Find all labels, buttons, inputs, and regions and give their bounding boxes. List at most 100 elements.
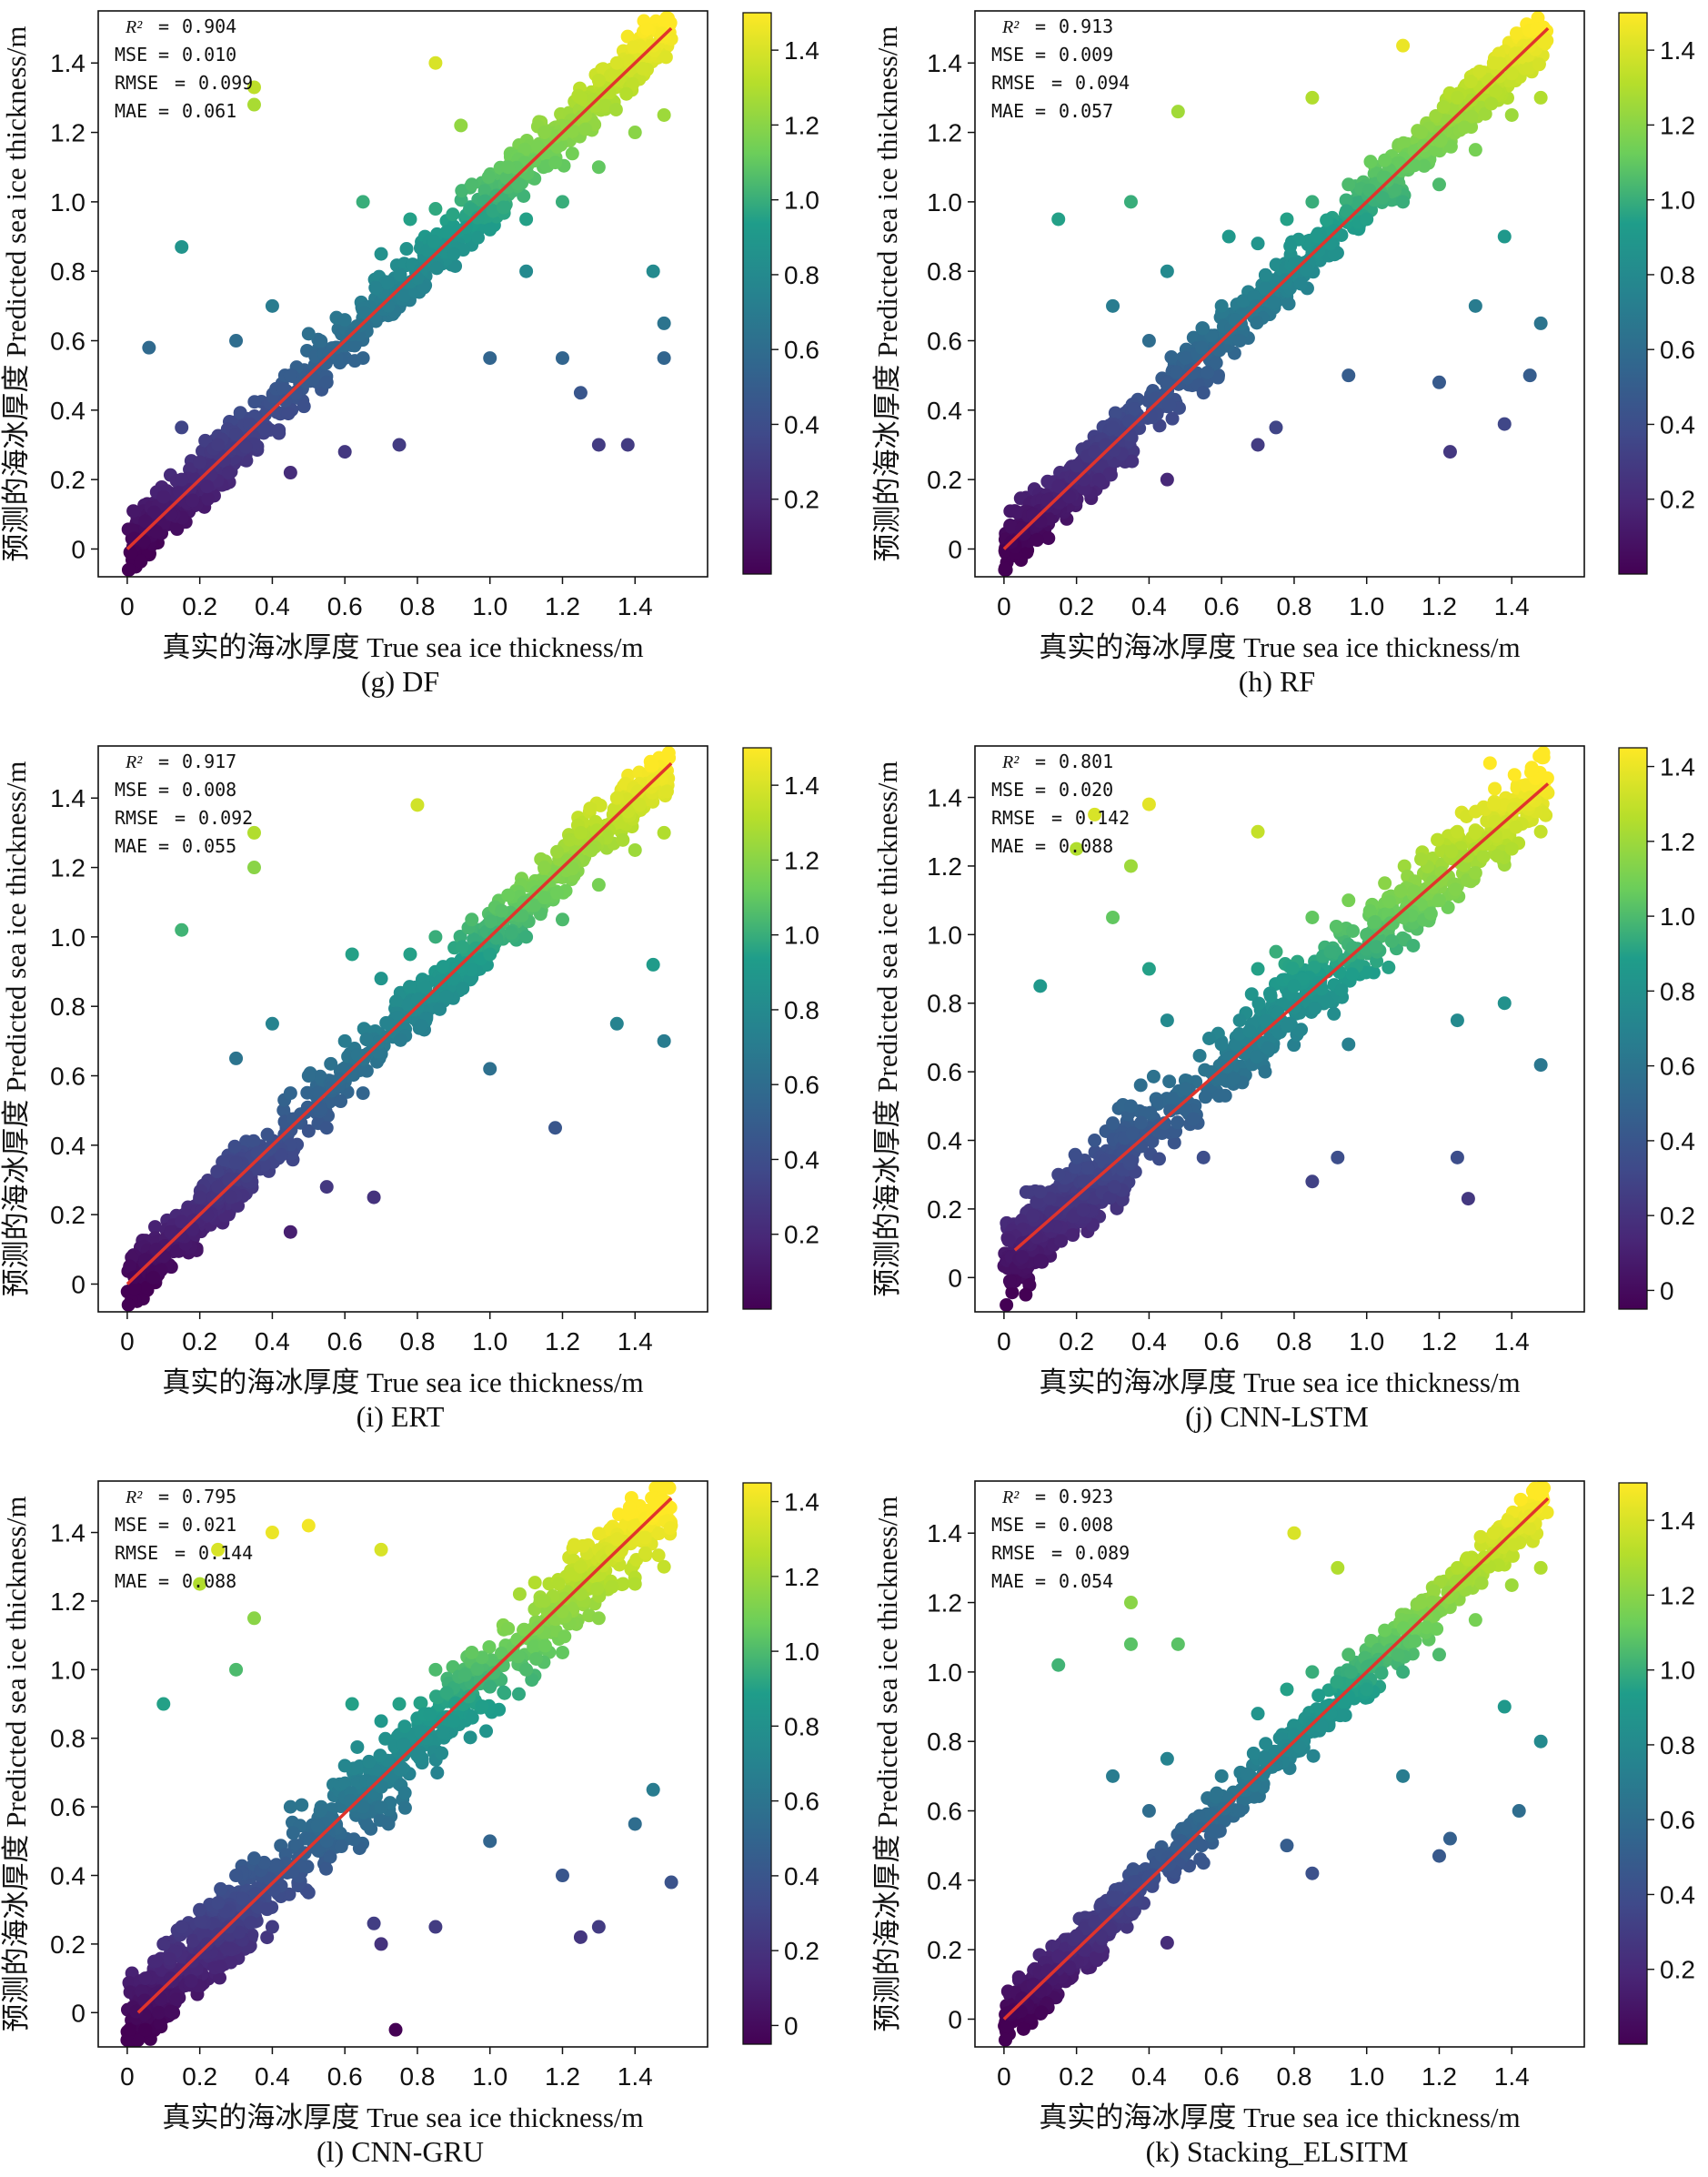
scatter-point <box>334 1094 348 1109</box>
scatter-point <box>1305 195 1320 209</box>
r2-equals: = <box>1035 15 1046 37</box>
scatter-point <box>359 1033 374 1047</box>
scatter-point <box>1165 1092 1180 1106</box>
scatter-point <box>1209 356 1223 370</box>
scatter-point <box>229 1051 244 1065</box>
scatter-point <box>1164 350 1179 365</box>
scatter-point <box>1484 96 1499 111</box>
mse-value: 0.009 <box>1059 44 1113 66</box>
mae-value: 0.055 <box>182 835 236 857</box>
scatter-point <box>1106 298 1120 313</box>
scatter-point <box>583 801 598 816</box>
scatter-point <box>555 912 569 927</box>
scatter-point <box>1088 1134 1102 1148</box>
scatter-point <box>1194 340 1209 355</box>
scatter-point <box>646 264 660 278</box>
scatter-point <box>573 90 588 105</box>
scatter-point <box>229 334 244 348</box>
x-tick-label: 1.2 <box>1422 592 1457 620</box>
scatter-point <box>1165 411 1180 426</box>
y-tick-label: 0.6 <box>927 1058 962 1086</box>
x-axis-title: 真实的海冰厚度 True sea ice thickness/m <box>1039 1366 1520 1398</box>
scatter-point <box>1497 229 1512 244</box>
y-axis-title: 预测的海冰厚度 Predicted sea ice thickness/m <box>0 761 32 1297</box>
scatter-point <box>229 1155 244 1170</box>
scatter-point <box>587 93 601 107</box>
scatter-point <box>620 29 635 44</box>
r2-value: 0.917 <box>182 751 236 772</box>
scatter-point <box>265 298 279 313</box>
scatter-point <box>193 1190 207 1204</box>
scatter-point <box>210 1164 225 1179</box>
scatter-point <box>1019 1287 1033 1302</box>
scatter-point <box>301 327 316 341</box>
scatter-point <box>1033 979 1048 993</box>
scatter-panel-df: 0 0.2 0.4 0.6 0.8 1.0 1.2 1.400.20.40.60.81.01.… <box>0 10 819 698</box>
y-axis-title: 预测的海冰厚度 Predicted sea ice thickness/m <box>871 26 903 562</box>
scatter-point <box>1482 756 1497 771</box>
scatter-point <box>283 1225 297 1239</box>
y-tick-label: 0 <box>71 535 85 563</box>
scatter-point <box>1033 1253 1048 1267</box>
x-axis-title: 真实的海冰厚度 True sea ice thickness/m <box>1039 631 1520 663</box>
scatter-point <box>1378 153 1392 167</box>
scatter-point <box>1232 334 1247 348</box>
scatter-point <box>1448 882 1462 897</box>
scatter-point <box>368 280 383 295</box>
scatter-point <box>1323 944 1338 959</box>
scatter-point <box>1123 1099 1138 1114</box>
scatter-point <box>1192 1048 1207 1063</box>
scatter-point <box>530 139 545 154</box>
x-tick-label: 0.4 <box>255 592 290 620</box>
scatter-panel-cnn-gru: 0 0.2 0.4 0.6 0.8 1.0 1.2 1.400.20.40.60.81.01.… <box>0 1480 819 2168</box>
scatter-point <box>1214 298 1229 313</box>
scatter-point <box>134 554 148 569</box>
scatter-point <box>598 98 613 113</box>
scatter-point <box>436 960 450 974</box>
scatter-point <box>246 97 261 112</box>
scatter-point <box>1382 894 1397 909</box>
scatter-point <box>246 861 261 875</box>
panel-caption: (i) ERT <box>357 1400 445 1433</box>
scatter-point <box>283 1086 297 1101</box>
y-tick-label: 0.4 <box>50 1132 85 1160</box>
scatter-point <box>1334 983 1349 997</box>
scatter-point <box>1170 105 1185 119</box>
x-tick-label: 1.0 <box>1349 1327 1384 1356</box>
scatter-point <box>193 455 207 469</box>
x-tick-label: 0.6 <box>1204 592 1240 620</box>
y-tick-label: 0 <box>948 1264 962 1292</box>
panel-caption: (h) RF <box>1239 665 1315 698</box>
scatter-point <box>1360 212 1374 227</box>
scatter-point <box>1396 195 1411 209</box>
scatter-point <box>447 247 461 261</box>
x-tick-label: 0.8 <box>399 592 435 620</box>
scatter-point <box>1107 1179 1121 1194</box>
x-tick-label: 1.4 <box>1494 592 1530 620</box>
scatter-point <box>224 1190 238 1204</box>
scatter-point <box>1030 533 1044 548</box>
scatter-point <box>1341 1037 1356 1052</box>
scatter-point <box>1051 212 1066 227</box>
point-cloud <box>997 746 1555 1312</box>
scatter-point <box>1327 1006 1341 1021</box>
scatter-point <box>1461 1192 1475 1206</box>
x-tick-label: 0.4 <box>1131 592 1167 620</box>
scatter-point <box>1444 844 1459 859</box>
scatter-point <box>146 505 161 519</box>
scatter-point <box>286 1826 300 1840</box>
scatter-point <box>1522 368 1537 383</box>
mae-value: 0.057 <box>1059 100 1113 122</box>
axes-frame <box>97 10 708 578</box>
scatter-point <box>403 947 417 962</box>
mae-label: MAE <box>991 835 1024 857</box>
scatter-point <box>334 1839 348 1854</box>
scatter-point <box>410 798 425 812</box>
colorbar-tick-label: 0.8 <box>1660 977 1695 1005</box>
scatter-point <box>1497 996 1512 1011</box>
scatter-point <box>1160 264 1174 278</box>
scatter-point <box>188 472 203 487</box>
scatter-point <box>662 751 677 765</box>
scatter-point <box>1369 940 1383 954</box>
